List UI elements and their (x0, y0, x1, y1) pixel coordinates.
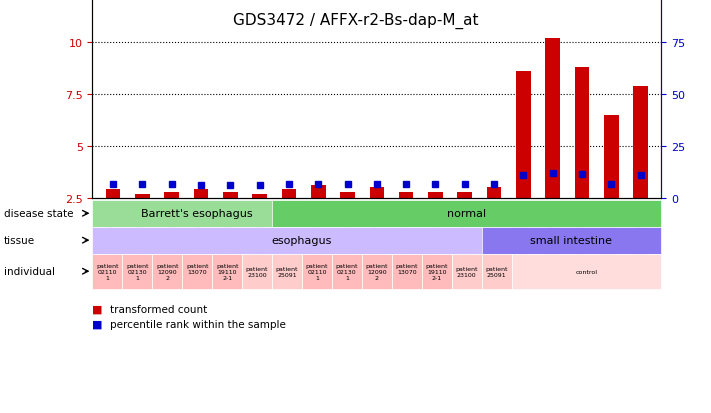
Text: transformed count: transformed count (110, 304, 208, 314)
Bar (311, 186, 326, 250)
Text: patient
19110
2-1: patient 19110 2-1 (216, 263, 238, 280)
Text: patient
02130
1: patient 02130 1 (336, 263, 358, 280)
Text: patient
12090
2: patient 12090 2 (156, 263, 178, 280)
Text: control: control (575, 269, 597, 274)
Bar (487, 188, 501, 250)
Bar (135, 194, 149, 250)
Text: patient
19110
2-1: patient 19110 2-1 (425, 263, 448, 280)
Text: ■: ■ (92, 319, 103, 329)
Text: percentile rank within the sample: percentile rank within the sample (110, 319, 286, 329)
Text: patient
02130
1: patient 02130 1 (126, 263, 149, 280)
Bar (223, 192, 237, 250)
Bar (516, 72, 530, 250)
Bar (634, 87, 648, 250)
Text: patient
23100: patient 23100 (455, 266, 478, 277)
Bar (340, 192, 355, 250)
Bar (604, 116, 619, 250)
Bar (370, 188, 384, 250)
Text: esophagus: esophagus (272, 235, 332, 246)
Text: ■: ■ (92, 304, 103, 314)
Text: normal: normal (447, 209, 486, 219)
Bar (106, 190, 120, 250)
Text: patient
02110
1: patient 02110 1 (96, 263, 119, 280)
Text: patient
13070: patient 13070 (186, 263, 208, 280)
Bar (457, 192, 472, 250)
Text: Barrett's esophagus: Barrett's esophagus (141, 209, 253, 219)
Text: disease state: disease state (4, 209, 73, 219)
Text: patient
02110
1: patient 02110 1 (306, 263, 328, 280)
Text: patient
25091: patient 25091 (276, 266, 299, 277)
Text: individual: individual (4, 266, 55, 277)
Bar (252, 194, 267, 250)
Text: GDS3472 / AFFX-r2-Bs-dap-M_at: GDS3472 / AFFX-r2-Bs-dap-M_at (232, 12, 479, 28)
Text: patient
12090
2: patient 12090 2 (365, 263, 388, 280)
Text: patient
23100: patient 23100 (246, 266, 268, 277)
Text: tissue: tissue (4, 235, 35, 246)
Bar (545, 39, 560, 250)
Text: patient
25091: patient 25091 (486, 266, 508, 277)
Text: small intestine: small intestine (530, 235, 612, 246)
Bar (164, 192, 179, 250)
Bar (282, 190, 296, 250)
Bar (399, 192, 414, 250)
Text: patient
13070: patient 13070 (395, 263, 418, 280)
Bar (574, 68, 589, 250)
Bar (193, 190, 208, 250)
Bar (428, 192, 443, 250)
